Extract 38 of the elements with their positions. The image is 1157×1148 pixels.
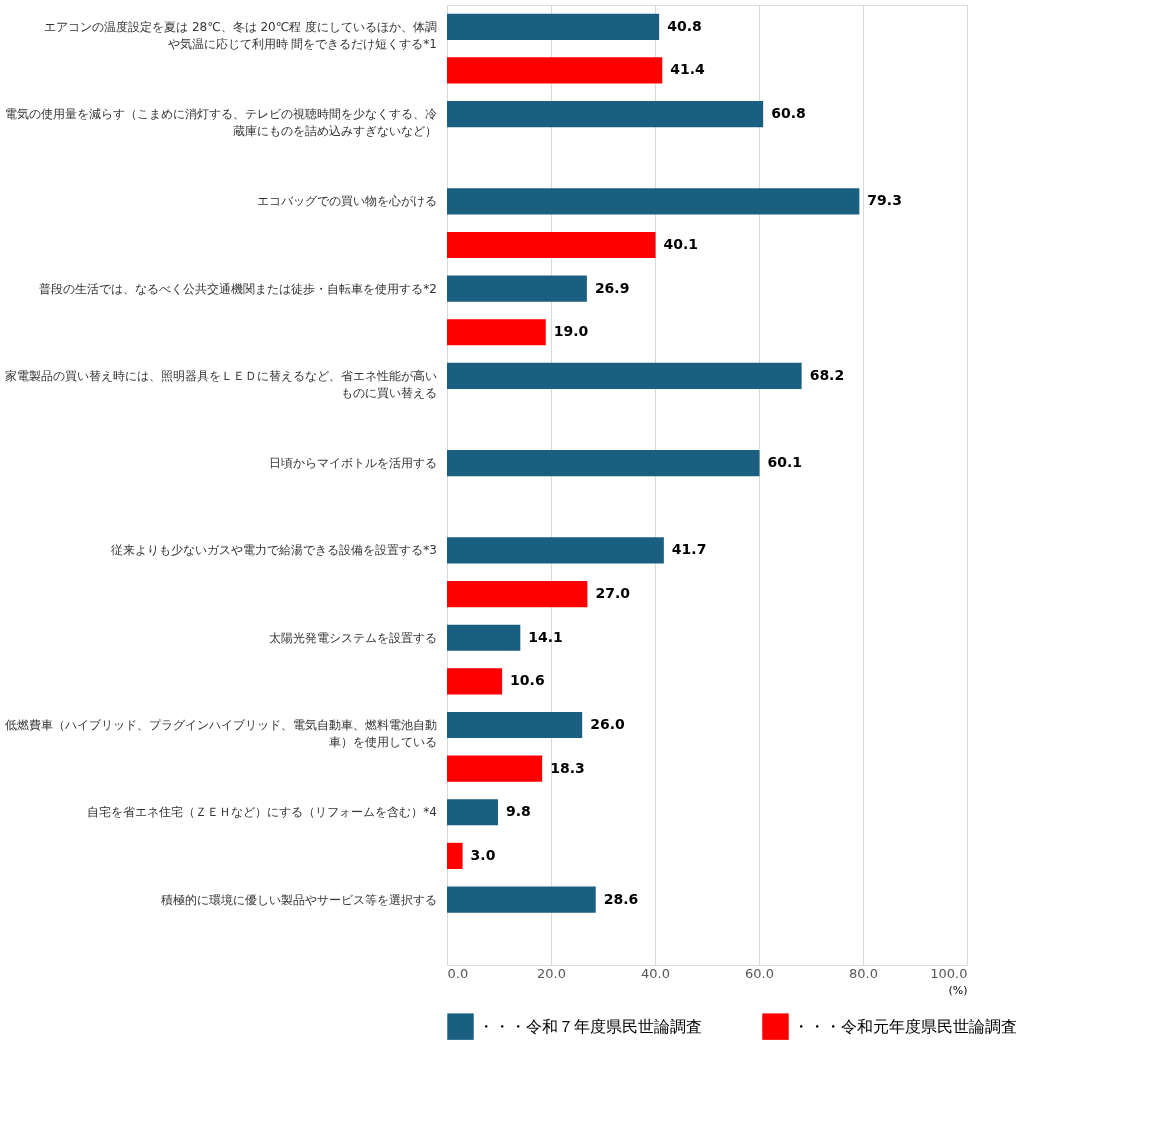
x-tick-label: 60.0 xyxy=(745,965,774,981)
data-label: 60.8 xyxy=(771,105,806,122)
y-tick-label: 自宅を省エネ住宅（ＺＥＨなど）にする（リフォームを含む）*4 xyxy=(87,805,437,820)
data-label: 3.0 xyxy=(470,846,496,863)
data-label: 40.1 xyxy=(663,236,699,252)
data-label: 26.0 xyxy=(590,716,625,732)
y-tick-label: 太陽光発電システムを設置する xyxy=(269,630,437,645)
legend-label: ・・・令和元年度県民世論調査 xyxy=(793,1016,1017,1036)
y-tick-label: エコバッグでの買い物を心がける xyxy=(257,194,437,209)
data-label: 26.9 xyxy=(594,279,630,296)
y-tick-label: エアコンの温度設定を夏は 28℃、冬は 20℃程 度にしているほか、体調や気温に応じて利用時 間をできるだけ短くする*1 xyxy=(44,19,437,51)
y-tick-label: 従来よりも少ないガスや電力で給湯できる設備を設置する*3 xyxy=(111,543,437,558)
x-tick-label: 20.0 xyxy=(537,965,566,981)
x-tick-label: 40.0 xyxy=(641,965,670,981)
legend-label: ・・・令和７年度県民世論調査 xyxy=(478,1016,702,1036)
data-label: 41.4 xyxy=(670,61,706,78)
y-tick-label: 低燃費車（ハイブリッド、プラグインハイブリッド、電気自動車、燃料電池自動車）を使用している xyxy=(5,718,437,749)
x-tick-label: 100.0 xyxy=(930,965,968,981)
y-tick-label: 普段の生活では、なるべく公共交通機関または徒歩・自転車を使用する*2 xyxy=(39,281,437,296)
x-tick-label: 80.0 xyxy=(849,965,878,981)
data-label: 14.1 xyxy=(528,628,563,645)
y-tick-label: 家電製品の買い替え時には、照明器具をＬＥＤに替えるなど、省エネ性能が高いものに買い替える xyxy=(5,368,437,400)
y-tick-label: 電気の使用量を減らす（こまめに消灯する、テレビの視聴時間を少なくする、冷蔵庫にものを詰め込みすぎないなど） xyxy=(5,107,437,139)
data-label: 60.1 xyxy=(767,454,803,471)
data-label: 68.2 xyxy=(809,366,845,383)
data-label: 10.6 xyxy=(510,672,545,689)
x-tick-label: 0.0 xyxy=(447,965,469,981)
data-label: 27.0 xyxy=(595,585,631,602)
y-tick-label: 積極的に環境に優しい製品やサービス等を選択する xyxy=(161,892,437,907)
data-label: 18.3 xyxy=(550,759,585,776)
data-label: 40.8 xyxy=(667,17,702,34)
data-label: 19.0 xyxy=(553,323,589,340)
data-label: 79.3 xyxy=(867,192,902,209)
data-label: 28.6 xyxy=(603,890,639,907)
y-tick-label: 日頃からマイボトルを活用する xyxy=(269,456,437,471)
data-label: 9.8 xyxy=(505,803,531,820)
data-label: 41.7 xyxy=(671,541,707,558)
x-axis-title: (%) xyxy=(948,983,968,997)
